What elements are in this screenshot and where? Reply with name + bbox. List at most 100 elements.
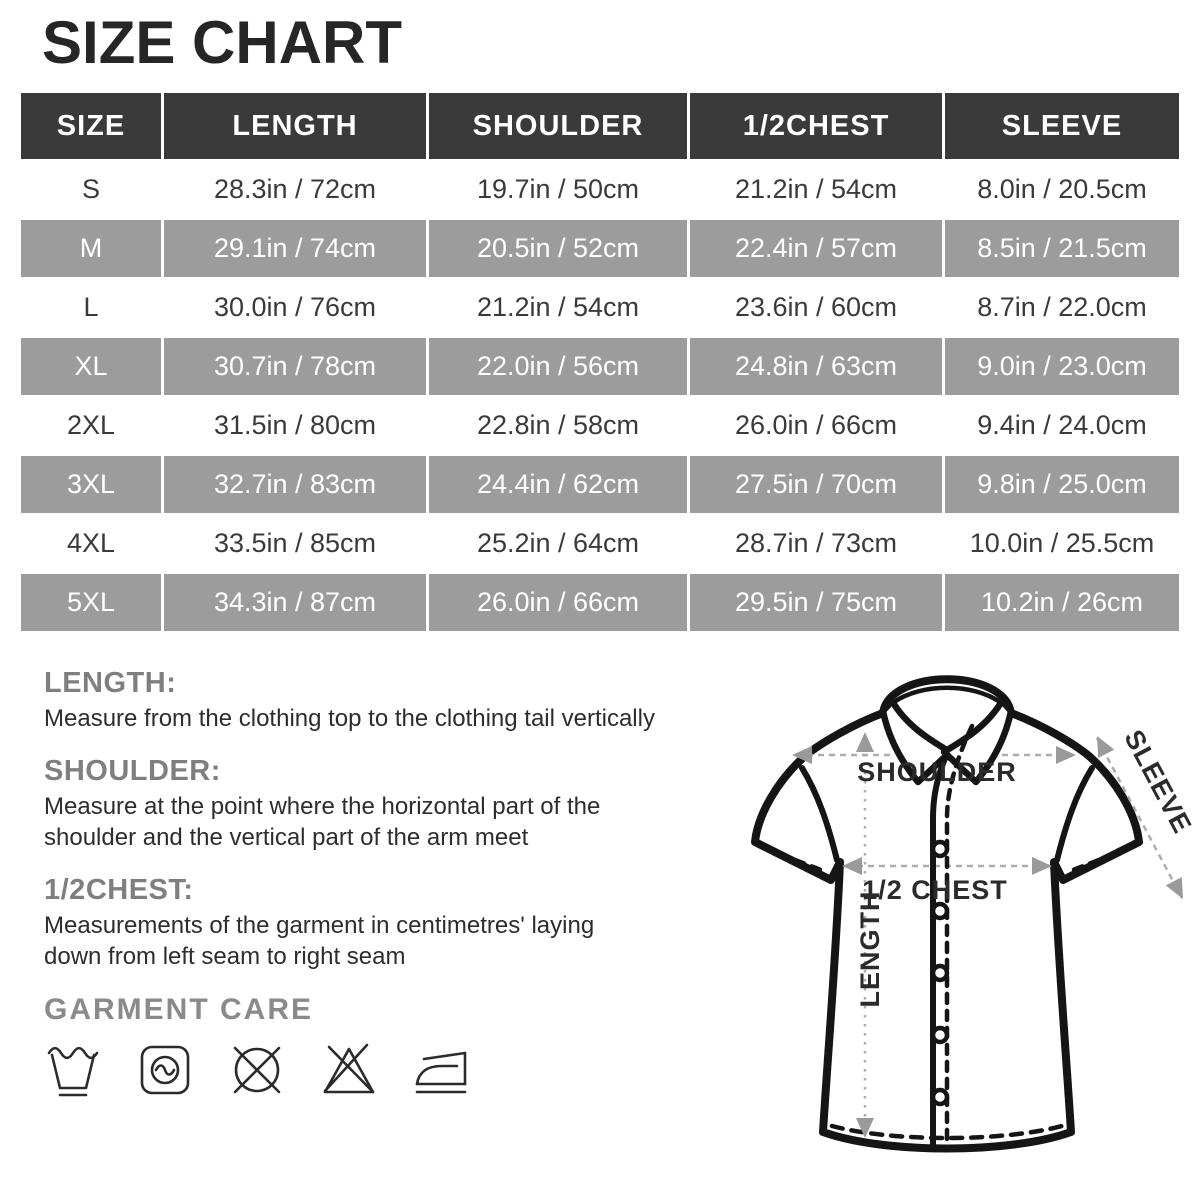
definition-term: SHOULDER: xyxy=(44,755,221,787)
page-title: SIZE CHART xyxy=(42,9,402,76)
left-cuff-stitch xyxy=(761,845,829,875)
washing-machine-icon xyxy=(140,1045,190,1095)
column-header-shoulder: SHOULDER xyxy=(429,93,687,159)
sleeve-measure-line xyxy=(1095,737,1184,899)
footnote-text: All Dimensions are Measured Manually wit… xyxy=(54,1196,674,1200)
column-header-length: LENGTH xyxy=(164,93,426,159)
shoulder-cell: 25.2in / 64cm xyxy=(429,515,687,572)
sleeve-cell: 8.0in / 20.5cm xyxy=(945,161,1179,218)
definition-term: LENGTH: xyxy=(44,667,177,699)
sleeve-cell: 8.5in / 21.5cm xyxy=(945,220,1179,277)
chest-cell: 28.7in / 73cm xyxy=(690,515,942,572)
chest-cell: 24.8in / 63cm xyxy=(690,338,942,395)
sleeve-cell: 10.0in / 25.5cm xyxy=(945,515,1179,572)
left-sleeve-seam xyxy=(799,765,840,863)
length-cell: 32.7in / 83cm xyxy=(164,456,426,513)
shoulder-cell: 22.8in / 58cm xyxy=(429,397,687,454)
right-sleeve-seam xyxy=(1054,765,1095,863)
button xyxy=(930,1087,950,1107)
arrow-right-icon xyxy=(1032,857,1052,875)
sleeve-cell: 9.8in / 25.0cm xyxy=(945,456,1179,513)
table-row-l: L 30.0in / 76cm 21.2in / 54cm 23.6in / 6… xyxy=(21,279,1179,336)
definition-text: down from left seam to right seam xyxy=(44,943,406,970)
arrow-right-icon xyxy=(1056,746,1076,764)
button xyxy=(930,901,950,921)
size-cell: M xyxy=(21,220,161,277)
asterisk: * xyxy=(44,1196,54,1200)
column-header-size: SIZE xyxy=(21,93,161,159)
do-not-dry-clean-icon xyxy=(233,1046,281,1094)
do-not-bleach-icon xyxy=(323,1043,375,1094)
diagram-chest-label: 1/2 CHEST xyxy=(862,875,1008,905)
definition-text: Measurements of the garment in centimetr… xyxy=(44,912,595,939)
placket-line xyxy=(930,751,950,1148)
right-cuff-stitch xyxy=(1065,845,1133,875)
length-cell: 33.5in / 85cm xyxy=(164,515,426,572)
definition-shoulder: SHOULDER: Measure at the point where the… xyxy=(44,754,754,853)
column-header-sleeve: SLEEVE xyxy=(945,93,1179,159)
arrow-up-icon xyxy=(856,732,874,752)
size-cell: 2XL xyxy=(21,397,161,454)
table-row-3xl: 3XL 32.7in / 83cm 24.4in / 62cm 27.5in /… xyxy=(21,456,1179,513)
table-row-2xl: 2XL 31.5in / 80cm 22.8in / 58cm 26.0in /… xyxy=(21,397,1179,454)
length-cell: 28.3in / 72cm xyxy=(164,161,426,218)
footnote-line: *All Dimensions are Measured Manually wi… xyxy=(44,1194,754,1200)
size-cell: XL xyxy=(21,338,161,395)
chest-cell: 27.5in / 70cm xyxy=(690,456,942,513)
shoulder-cell: 21.2in / 54cm xyxy=(429,279,687,336)
hem-stitch xyxy=(829,1123,1065,1141)
table-header-row: SIZE LENGTH SHOULDER 1/2CHEST SLEEVE xyxy=(21,93,1179,159)
sleeve-cell: 9.0in / 23.0cm xyxy=(945,338,1179,395)
size-cell: S xyxy=(21,161,161,218)
shoulder-cell: 22.0in / 56cm xyxy=(429,338,687,395)
iron-icon xyxy=(415,1051,467,1094)
chest-cell: 21.2in / 54cm xyxy=(690,161,942,218)
length-cell: 29.1in / 74cm xyxy=(164,220,426,277)
definition-chest: 1/2CHEST: Measurements of the garment in… xyxy=(44,873,754,972)
table-row-s: S 28.3in / 72cm 19.7in / 50cm 21.2in / 5… xyxy=(21,161,1179,218)
chest-cell: 29.5in / 75cm xyxy=(690,574,942,631)
button xyxy=(930,963,950,983)
table-row-5xl: 5XL 34.3in / 87cm 26.0in / 66cm 29.5in /… xyxy=(21,574,1179,631)
definition-text: shoulder and the vertical part of the ar… xyxy=(44,824,529,851)
chest-cell: 26.0in / 66cm xyxy=(690,397,942,454)
arrow-down-icon xyxy=(856,1118,874,1138)
length-cell: 30.0in / 76cm xyxy=(164,279,426,336)
definition-length: LENGTH: Measure from the clothing top to… xyxy=(44,666,754,734)
shoulder-cell: 19.7in / 50cm xyxy=(429,161,687,218)
diagram-length-label: LENGTH xyxy=(855,891,885,1008)
sleeve-cell: 10.2in / 26cm xyxy=(945,574,1179,631)
length-cell: 30.7in / 78cm xyxy=(164,338,426,395)
size-cell: 5XL xyxy=(21,574,161,631)
definition-term: 1/2CHEST: xyxy=(44,874,194,906)
length-cell: 31.5in / 80cm xyxy=(164,397,426,454)
size-cell: 4XL xyxy=(21,515,161,572)
chest-cell: 23.6in / 60cm xyxy=(690,279,942,336)
collar-band-seam xyxy=(891,685,1003,705)
sleeve-cell: 8.7in / 22.0cm xyxy=(945,279,1179,336)
definition-text: Measure from the clothing top to the clo… xyxy=(44,705,655,732)
button xyxy=(930,1025,950,1045)
footnote: *All Dimensions are Measured Manually wi… xyxy=(44,1126,754,1200)
size-cell: 3XL xyxy=(21,456,161,513)
button xyxy=(930,839,950,859)
chest-cell: 22.4in / 57cm xyxy=(690,220,942,277)
size-cell: L xyxy=(21,279,161,336)
shoulder-cell: 20.5in / 52cm xyxy=(429,220,687,277)
diagram-shoulder-label: SHOULDER xyxy=(857,757,1017,787)
table-row-xl: XL 30.7in / 78cm 22.0in / 56cm 24.8in / … xyxy=(21,338,1179,395)
length-cell: 34.3in / 87cm xyxy=(164,574,426,631)
right-collar-flap xyxy=(940,697,1015,786)
sleeve-cell: 9.4in / 24.0cm xyxy=(945,397,1179,454)
table-row-4xl: 4XL 33.5in / 85cm 25.2in / 64cm 28.7in /… xyxy=(21,515,1179,572)
size-table: SIZE LENGTH SHOULDER 1/2CHEST SLEEVE S 2… xyxy=(18,91,1182,633)
definition-text: Measure at the point where the horizonta… xyxy=(44,793,601,820)
shoulder-cell: 24.4in / 62cm xyxy=(429,456,687,513)
arrow-left-icon xyxy=(842,857,862,875)
arrow-left-icon xyxy=(792,746,812,764)
shoulder-cell: 26.0in / 66cm xyxy=(429,574,687,631)
hand-wash-icon xyxy=(47,1046,99,1097)
placket-stitch xyxy=(944,723,975,1148)
measurement-info: LENGTH: Measure from the clothing top to… xyxy=(44,666,754,1200)
shirt-measurement-diagram: SHOULDER 1/2 CHEST LENGTH SLEEVE xyxy=(751,675,1198,1153)
